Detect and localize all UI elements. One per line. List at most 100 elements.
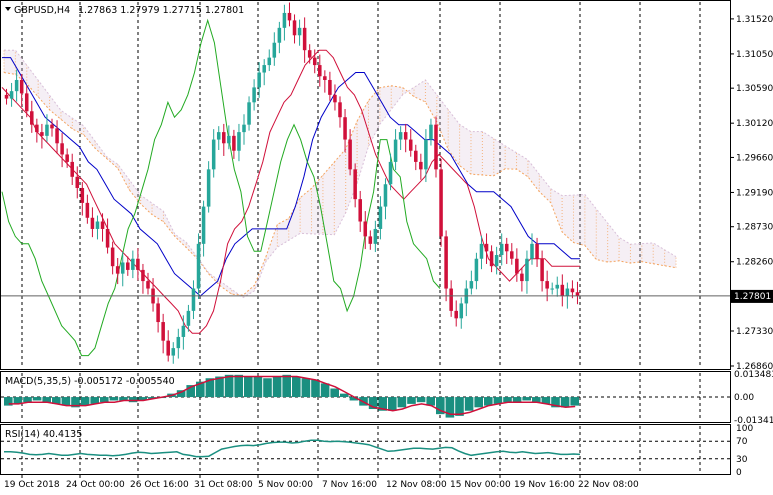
macd-histogram-bar [301, 378, 311, 398]
macd-histogram-bar [320, 383, 330, 398]
macd-histogram-bar [464, 397, 474, 411]
macd-histogram-bar [80, 397, 90, 406]
rsi-tick-label: 0 [736, 468, 742, 478]
macd-histogram-bar [522, 397, 531, 401]
price-axis: 1.31520 1.31050 1.30590 1.30120 1.29660 1.291… [1, 15, 773, 372]
macd-histogram-bar [436, 397, 445, 415]
macd-histogram-bar [215, 376, 224, 398]
candle-body [530, 243, 534, 259]
candle-body [120, 262, 125, 274]
candle-body [368, 236, 373, 244]
candle-body [287, 12, 292, 21]
candle-body [201, 206, 206, 244]
macd-histogram-bar [503, 397, 512, 403]
candle-body [499, 243, 504, 256]
candle-body [434, 124, 438, 170]
candle-body [328, 79, 332, 95]
candle-body [429, 124, 433, 140]
macd-series: 0.013483 0.00 -0.013415 [1, 370, 773, 426]
candle-body [525, 258, 529, 282]
macd-label: MACD(5,35,5) -0.005172 -0.005540 [5, 376, 175, 387]
candle-body [30, 111, 34, 125]
price-tick-label: 1.30120 [736, 119, 773, 129]
candle-body [545, 281, 549, 289]
candle-body [267, 57, 272, 66]
senkou-span-a-line [3, 72, 677, 296]
candle-body [85, 202, 90, 218]
macd-histogram-bar [263, 378, 272, 398]
candle-body [257, 72, 261, 88]
candle-body [227, 135, 231, 144]
macd-histogram-bar [416, 397, 426, 403]
candle-body [378, 206, 383, 229]
macd-histogram-bar [176, 390, 186, 398]
candle-body [242, 124, 246, 133]
macd-tick-label: 0.00 [734, 393, 754, 403]
macd-histogram-bar [551, 397, 560, 408]
candle-body [216, 132, 221, 140]
current-price-value: 1.27801 [734, 292, 771, 302]
macd-histogram-bar [42, 397, 51, 403]
macd-histogram-bar [13, 397, 23, 404]
macd-histogram-bar [388, 397, 397, 411]
candlestick-series [4, 2, 580, 364]
candle-body [474, 258, 479, 282]
candle-body [166, 340, 170, 356]
macd-histogram-bar [196, 381, 205, 398]
candle-body [398, 132, 403, 140]
candle-body [484, 243, 489, 252]
macd-histogram-bar [253, 376, 263, 398]
symbol-dropdown-icon[interactable] [5, 7, 11, 11]
macd-histogram-bar [455, 397, 464, 416]
time-tick-label: 5 Nov 00:00 [258, 480, 313, 490]
candle-body [90, 217, 95, 229]
candle-body [318, 65, 322, 77]
rsi-tick-label: 70 [736, 437, 748, 447]
candle-body [403, 132, 408, 140]
candle-body [186, 310, 191, 326]
macd-histogram-bar [4, 397, 13, 406]
candle-body [75, 176, 80, 188]
candle-body [454, 310, 458, 319]
price-tick-label: 1.27330 [736, 327, 773, 337]
candle-body [136, 258, 140, 270]
candle-body [45, 124, 49, 136]
time-tick-label: 24 Oct 00:00 [66, 480, 125, 490]
macd-histogram-bar [109, 397, 119, 401]
price-tick-label: 1.31520 [736, 15, 773, 25]
macd-histogram-bar [368, 397, 378, 410]
candle-body [171, 348, 176, 356]
macd-histogram-bar [61, 397, 71, 406]
candle-body [515, 258, 519, 274]
candle-body [141, 269, 145, 282]
candle-body [14, 79, 19, 92]
macd-histogram-bar [340, 393, 349, 398]
candle-body [232, 135, 236, 151]
macd-histogram-bar [407, 397, 416, 404]
tenkan-sen-line [1, 49, 580, 334]
price-tick-label: 1.29190 [736, 188, 773, 198]
candle-body [439, 169, 443, 237]
time-tick-label: 19 Nov 16:00 [514, 480, 575, 490]
candle-body [510, 251, 514, 259]
macd-histogram-bar [484, 397, 493, 406]
candle-body [393, 139, 398, 162]
macd-histogram-bar [148, 397, 157, 399]
candle-body [110, 247, 115, 267]
rsi-panel-frame [0, 424, 731, 475]
candle-body [206, 169, 211, 207]
macd-histogram-bar [244, 376, 253, 398]
price-tick-label: 1.26860 [736, 362, 773, 372]
candle-body [535, 243, 539, 259]
candle-body [24, 93, 29, 112]
time-axis: 19 Oct 2018 24 Oct 00:00 26 Oct 16:00 31 Oc… [4, 475, 639, 490]
candle-body [105, 228, 110, 248]
candle-body [302, 27, 307, 51]
ichimoku-cloud [3, 49, 677, 299]
time-tick-label: 12 Nov 08:00 [386, 480, 447, 490]
macd-histogram-bar [205, 378, 215, 398]
macd-histogram-bar [541, 397, 551, 404]
candle-body [40, 132, 44, 136]
candle-body [19, 79, 24, 94]
